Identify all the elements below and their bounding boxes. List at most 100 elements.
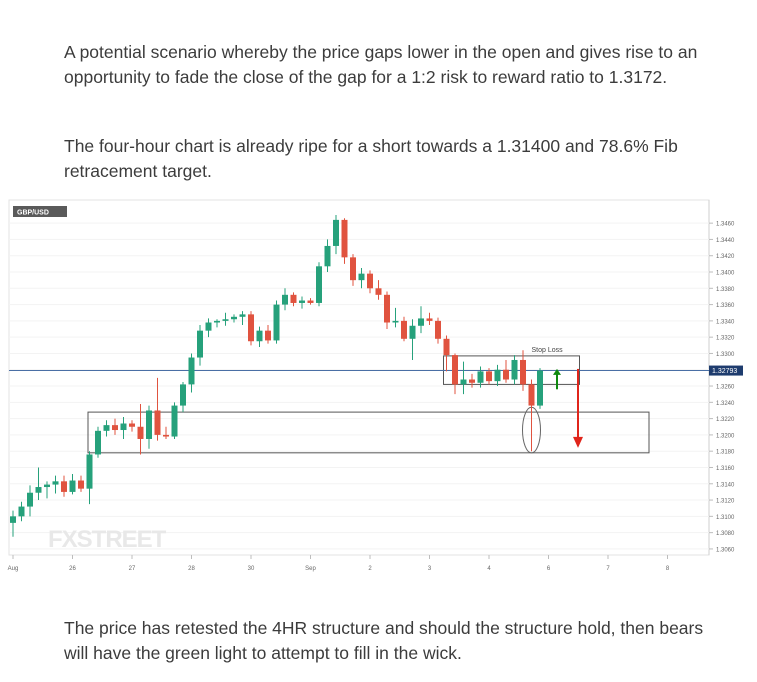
x-tick-label: 28: [188, 566, 195, 572]
candle: [350, 254, 356, 286]
candle: [69, 473, 76, 495]
candle-body: [392, 320, 399, 323]
candle: [511, 355, 518, 385]
candle: [180, 381, 186, 413]
candle: [426, 312, 433, 325]
candle: [214, 319, 220, 328]
candle: [222, 312, 229, 326]
candle-body: [316, 266, 322, 303]
candle-body: [256, 330, 263, 342]
candle-body: [248, 314, 254, 342]
y-tick-label: 1.3440: [716, 238, 735, 244]
candle: [409, 319, 416, 360]
y-tick-label: 1.3100: [716, 515, 735, 521]
candle-body: [61, 481, 67, 492]
candle: [239, 311, 246, 325]
candle: [486, 368, 492, 385]
candle: [307, 298, 314, 305]
candle: [163, 426, 169, 439]
candle-body: [205, 322, 212, 331]
candle-body: [486, 371, 492, 382]
x-tick-label: 4: [487, 566, 491, 572]
y-axis: 1.3460 1.3440 1.3420 1.3400 1.3380 1.3360 1.33…: [709, 222, 735, 553]
candle: [401, 316, 407, 342]
candle-body: [401, 320, 407, 339]
candle: [205, 318, 212, 338]
price-tag-background: [709, 365, 743, 376]
candle-body: [163, 434, 169, 437]
candle-body: [137, 426, 144, 439]
candle-body: [265, 330, 271, 341]
fxstreet-watermark: FXSTREET: [48, 526, 167, 553]
candle: [324, 239, 331, 273]
candle-body: [299, 300, 305, 303]
candle: [418, 306, 424, 334]
x-tick-label: 8: [666, 566, 670, 572]
candle-body: [307, 300, 314, 303]
candle: [460, 361, 467, 395]
x-tick-label: Sep: [305, 566, 316, 572]
demand-zone-box: [87, 411, 650, 454]
current-price-tag: 1.32793: [709, 365, 743, 376]
candle-body: [86, 454, 93, 489]
plot-area: [8, 199, 710, 556]
candle-body: [443, 338, 450, 356]
candle-body: [503, 369, 509, 380]
candle-body: [290, 294, 297, 303]
candle: [375, 280, 382, 300]
y-tick-label: 1.3460: [716, 222, 735, 228]
candle: [103, 420, 110, 437]
candle: [299, 296, 305, 309]
y-tick-label: 1.3140: [716, 482, 735, 488]
candle-body: [435, 320, 441, 339]
y-tick-label: 1.3300: [716, 352, 735, 358]
candle: [265, 324, 271, 344]
candle-body: [95, 430, 101, 455]
candle: [443, 335, 450, 372]
candle-body: [409, 325, 416, 339]
candle-body: [171, 405, 178, 437]
x-tick-label: Aug: [8, 566, 19, 572]
candle: [188, 353, 195, 393]
candle: [27, 485, 33, 517]
candle: [197, 324, 203, 366]
candle: [503, 359, 509, 383]
candle-body: [27, 492, 33, 507]
trade-arrows: [553, 368, 583, 448]
candle-body: [154, 410, 161, 435]
candle: [256, 326, 263, 347]
candle: [452, 353, 458, 395]
candle-body: [460, 379, 467, 385]
candle: [367, 270, 373, 294]
candle: [477, 366, 484, 388]
up-arrow-head: [553, 368, 561, 375]
candle: [35, 467, 42, 501]
candle-body: [350, 257, 356, 281]
candle-body: [367, 273, 373, 289]
y-tick-label: 1.3260: [716, 385, 735, 391]
candle: [120, 416, 127, 439]
candles: [10, 215, 543, 537]
candle-body: [231, 316, 237, 320]
y-tick-label: 1.3060: [716, 547, 735, 553]
candle-body: [18, 506, 25, 517]
candle-body: [78, 480, 84, 489]
candle: [435, 317, 441, 344]
symbol-label: GBP/USD: [17, 210, 49, 217]
candle: [154, 377, 161, 441]
candle: [384, 291, 390, 330]
x-tick-label: 6: [547, 566, 551, 572]
y-tick-label: 1.3240: [716, 401, 735, 407]
candle-body: [197, 330, 203, 358]
candle: [537, 368, 543, 409]
candle: [528, 379, 535, 452]
y-tick-label: 1.3160: [716, 466, 735, 472]
candle-body: [469, 379, 475, 383]
candle-body: [341, 219, 348, 258]
y-tick-label: 1.3080: [716, 531, 735, 537]
paragraph-four-hour: The four-hour chart is already ripe for …: [64, 136, 678, 181]
y-tick-label: 1.3320: [716, 336, 735, 342]
candle: [129, 420, 135, 432]
candle: [392, 307, 399, 328]
candle-body: [180, 384, 186, 406]
